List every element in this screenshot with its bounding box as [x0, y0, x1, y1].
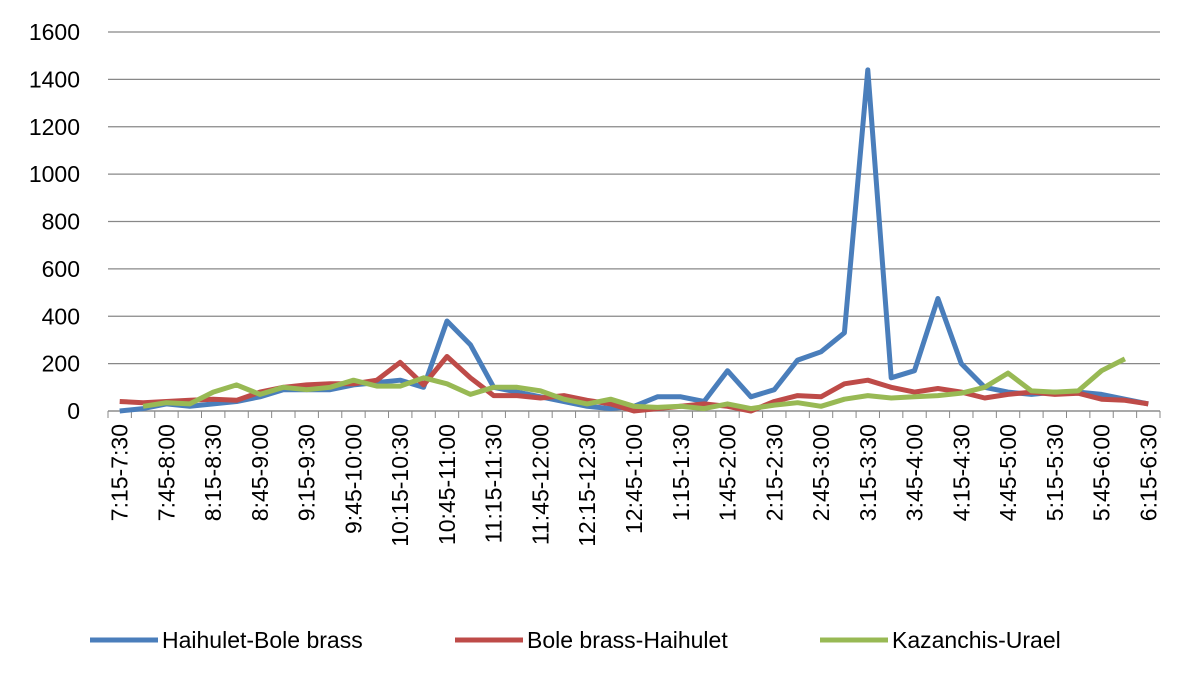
series-line — [119, 67, 1149, 414]
x-tick-label: 3:45-4:00 — [902, 424, 928, 521]
x-tick-label: 7:15-7:30 — [107, 424, 133, 521]
x-tick-label: 10:45-11:00 — [434, 424, 460, 545]
x-tick-label: 2:15-2:30 — [761, 424, 787, 521]
y-tick-label: 1200 — [29, 114, 80, 140]
x-tick-label: 4:15-4:30 — [948, 424, 974, 521]
x-tick-label: 9:45-10:00 — [340, 424, 366, 534]
legend-label: Haihulet-Bole brass — [162, 627, 363, 653]
y-tick-label: 400 — [42, 303, 80, 329]
x-tick-label: 10:15-10:30 — [387, 424, 413, 547]
x-tick-label: 12:15-12:30 — [574, 424, 600, 547]
x-tick-label: 7:45-8:00 — [153, 424, 179, 521]
y-tick-label: 800 — [42, 209, 80, 235]
x-tick-label: 4:45-5:00 — [995, 424, 1021, 521]
x-tick-label: 5:15-5:30 — [1042, 424, 1068, 521]
y-tick-label: 1400 — [29, 66, 80, 92]
x-tick-label: 2:45-3:00 — [808, 424, 834, 521]
legend-label: Bole brass-Haihulet — [527, 627, 728, 653]
x-tick-label: 1:45-2:00 — [715, 424, 741, 521]
x-tick-label: 12:45-1:00 — [621, 424, 647, 534]
x-tick-label: 1:15-1:30 — [668, 424, 694, 521]
x-tick-label: 5:45-6:00 — [1089, 424, 1115, 521]
x-tick-label: 3:15-3:30 — [855, 424, 881, 521]
x-tick-label: 11:45-12:00 — [527, 424, 553, 545]
x-tick-label: 6:15-6:30 — [1135, 424, 1161, 521]
x-tick-label: 11:15-11:30 — [481, 424, 507, 543]
x-tick-label: 8:15-8:30 — [200, 424, 226, 521]
y-tick-label: 200 — [42, 351, 80, 377]
series-line — [142, 356, 1127, 412]
x-tick-label: 8:45-9:00 — [247, 424, 273, 521]
y-tick-label: 0 — [67, 398, 80, 424]
y-tick-label: 600 — [42, 256, 80, 282]
y-tick-label: 1000 — [29, 161, 80, 187]
x-tick-label: 9:15-9:30 — [294, 424, 320, 521]
y-tick-label: 1600 — [29, 19, 80, 45]
legend-label: Kazanchis-Urael — [892, 627, 1061, 653]
